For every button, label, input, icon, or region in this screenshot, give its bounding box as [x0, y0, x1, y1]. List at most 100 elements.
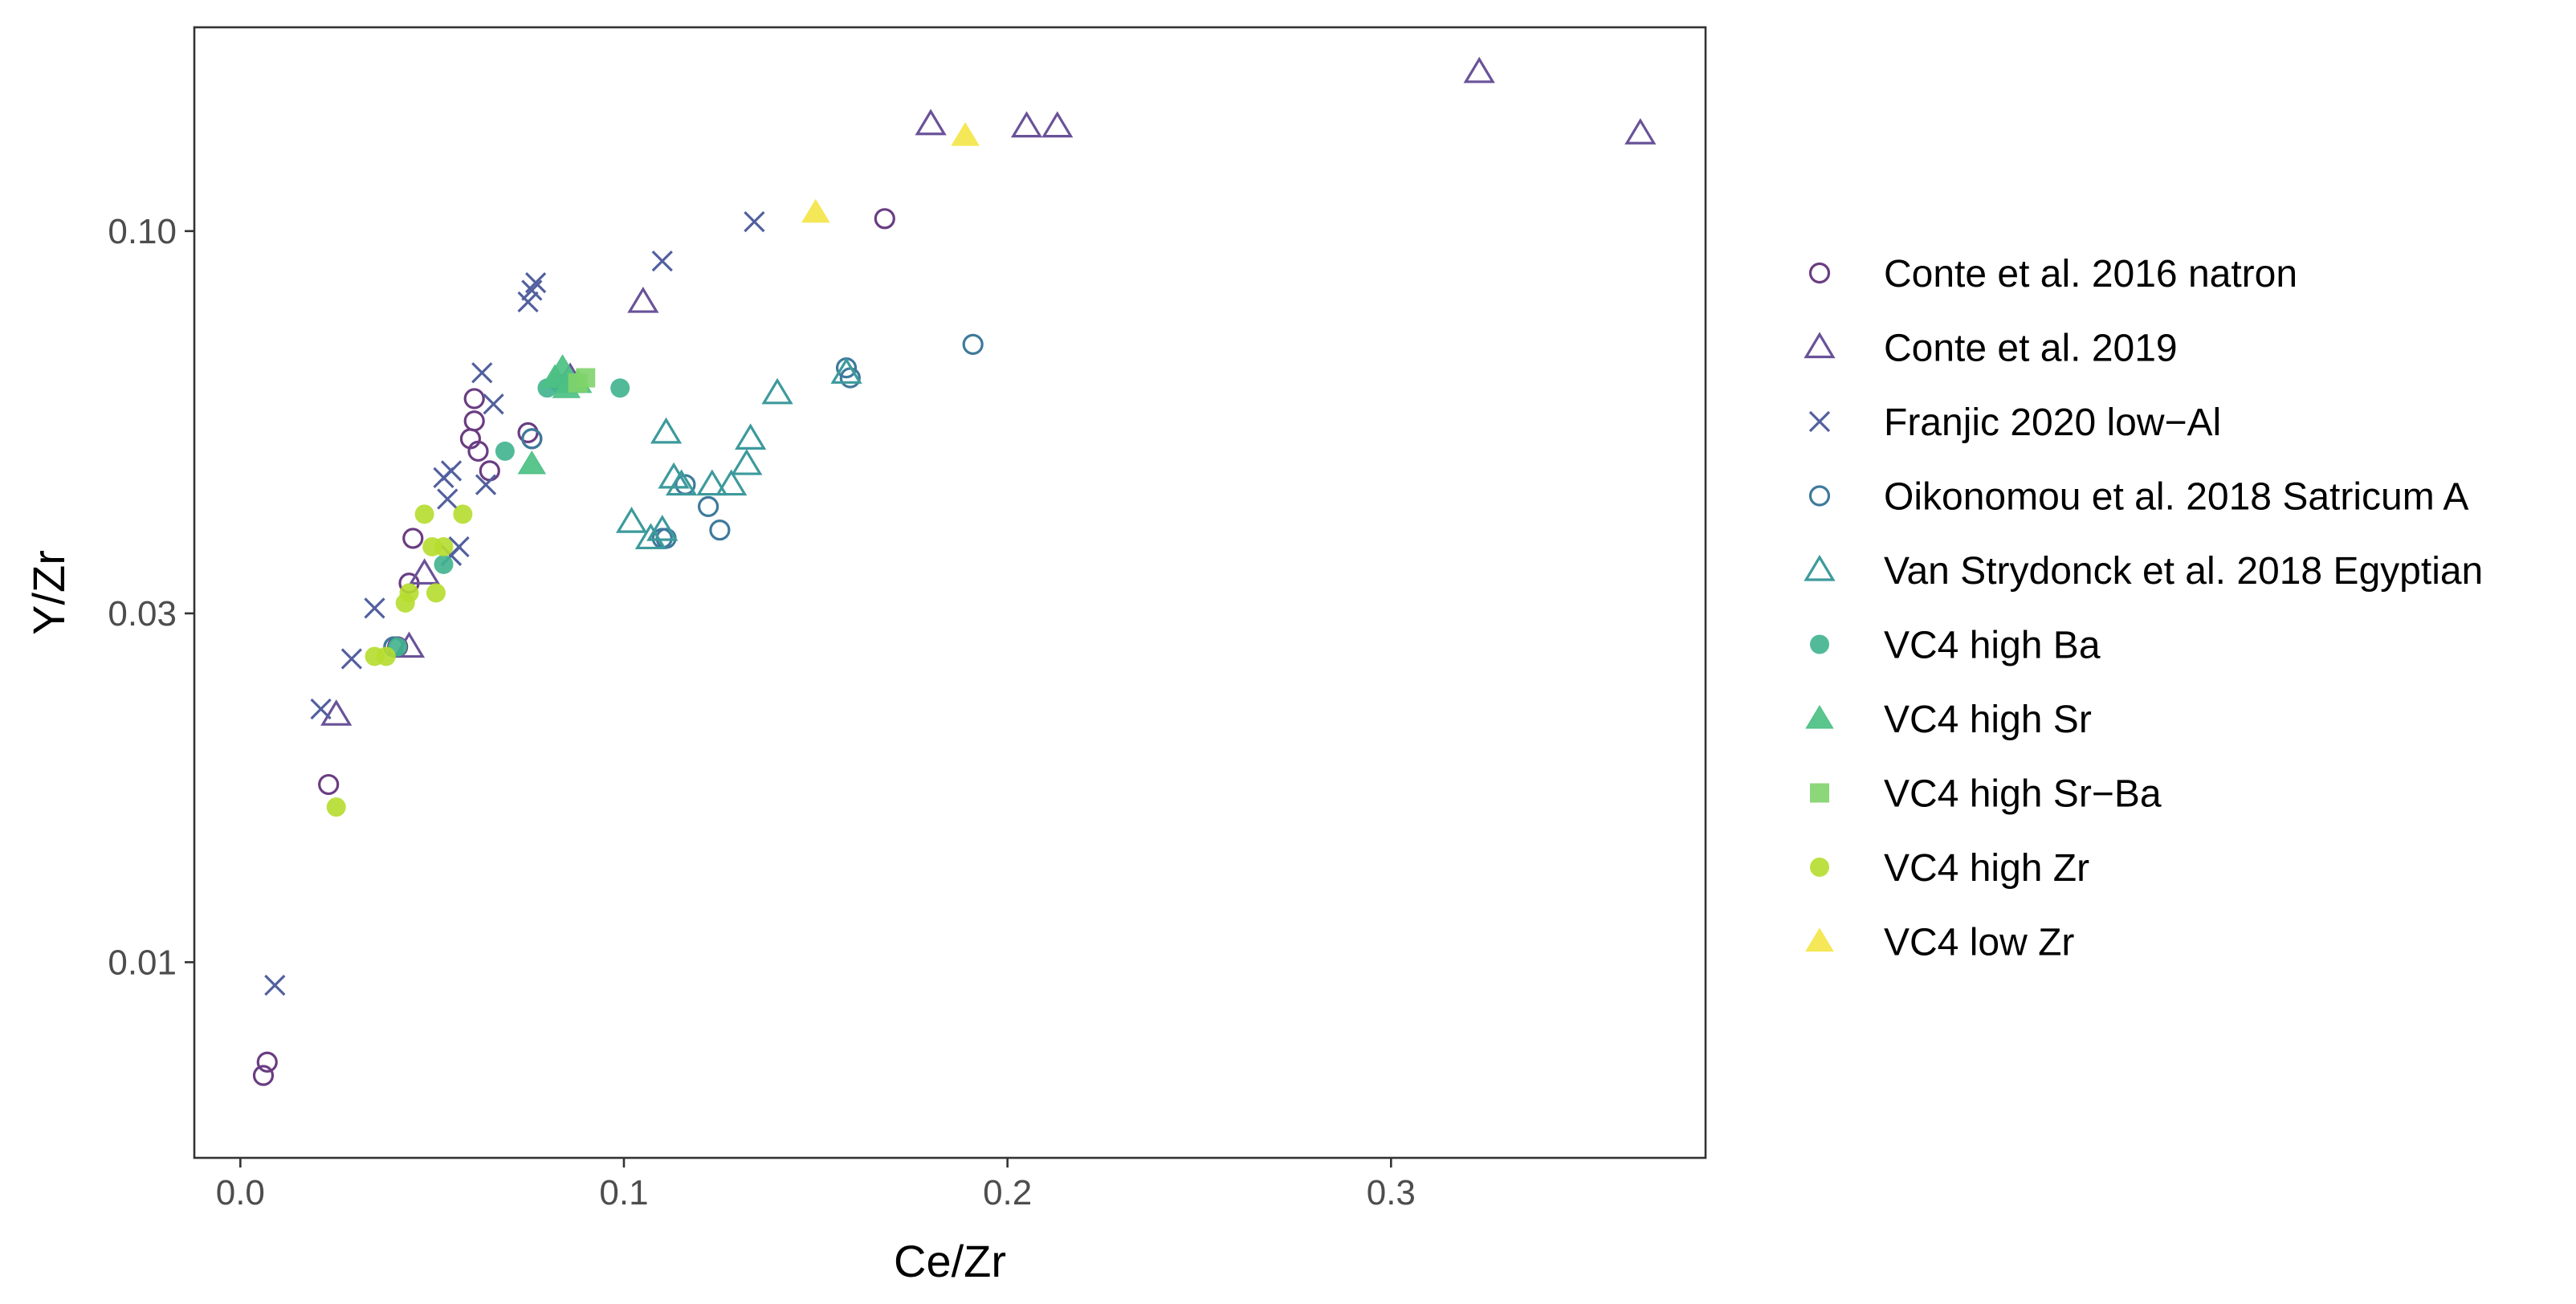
- data-point: [658, 462, 690, 489]
- legend-item: Oikonomou et al. 2018 Satricum A: [1808, 476, 2468, 519]
- legend-label: Conte et al. 2016 natron: [1884, 253, 2297, 295]
- y-axis-title: Y/Zr: [23, 550, 74, 635]
- data-point: [666, 469, 698, 496]
- data-point: [310, 698, 332, 720]
- legend-label: VC4 high Ba: [1884, 625, 2101, 667]
- data-point: [264, 974, 286, 996]
- data-point: [1624, 118, 1657, 145]
- legend-label: VC4 high Zr: [1884, 847, 2089, 890]
- series-vc4-high-sr-ba: [568, 368, 596, 393]
- data-point: [434, 554, 454, 574]
- legend-label: Van Strydonck et al. 2018 Egyptian: [1884, 550, 2483, 593]
- data-point: [475, 474, 497, 495]
- data-point: [437, 488, 459, 510]
- data-point: [634, 523, 667, 550]
- legend-item: Conte et al. 2019: [1804, 328, 2178, 370]
- data-point: [340, 648, 362, 670]
- data-point: [734, 423, 767, 450]
- legend-label: VC4 high Sr: [1884, 699, 2092, 741]
- x-tick-label: 0.1: [599, 1173, 648, 1212]
- data-point: [376, 646, 396, 666]
- data-point: [463, 410, 485, 432]
- legend: Conte et al. 2016 natron Conte et al. 201…: [1804, 253, 2483, 964]
- series-van-strydonck-et-al-2018-egyptian: [615, 357, 862, 550]
- legend-key: [1810, 783, 1829, 803]
- x-tick-label: 0.0: [216, 1173, 265, 1212]
- data-point: [256, 1051, 278, 1073]
- legend-label: Franjic 2020 low−Al: [1884, 401, 2221, 444]
- data-point: [326, 797, 346, 817]
- series-vc4-high-zr: [326, 504, 473, 817]
- y-tick-label: 0.03: [108, 594, 177, 634]
- data-point: [1463, 56, 1495, 84]
- data-point: [517, 450, 547, 475]
- series-vc4-low-zr: [801, 122, 980, 223]
- data-point: [426, 583, 446, 603]
- data-point: [651, 250, 673, 272]
- data-point: [517, 291, 539, 313]
- data-point: [364, 597, 385, 619]
- data-point: [479, 460, 500, 482]
- legend-key: [1804, 554, 1836, 581]
- data-point: [318, 773, 340, 796]
- data-point: [761, 377, 793, 405]
- data-point: [697, 495, 719, 517]
- data-point: [483, 393, 504, 415]
- data-point: [731, 448, 763, 475]
- x-tick-label: 0.2: [983, 1173, 1032, 1212]
- legend-key: [1810, 634, 1829, 654]
- data-point: [962, 333, 984, 355]
- data-point: [521, 279, 543, 301]
- legend-item: Van Strydonck et al. 2018 Egyptian: [1804, 550, 2483, 593]
- data-point: [471, 362, 493, 384]
- legend-label: VC4 high Sr−Ba: [1884, 773, 2162, 816]
- legend-item: VC4 high Sr−Ba: [1810, 773, 2162, 816]
- legend-label: Conte et al. 2019: [1884, 328, 2178, 370]
- data-point: [744, 210, 765, 233]
- legend-key: [1804, 332, 1836, 359]
- x-axis-title: Ce/Zr: [894, 1236, 1006, 1286]
- data-point: [715, 469, 748, 496]
- data-point: [1041, 111, 1074, 138]
- data-point: [801, 198, 830, 223]
- legend-label: VC4 low Zr: [1884, 922, 2074, 964]
- legend-key: [1808, 410, 1831, 433]
- data-point: [1010, 111, 1043, 138]
- legend-item: VC4 high Sr: [1805, 699, 2092, 741]
- data-point: [568, 373, 588, 393]
- legend-key: [1810, 858, 1829, 877]
- data-point: [696, 469, 728, 496]
- data-point: [615, 507, 648, 533]
- data-point: [434, 536, 454, 556]
- data-point: [433, 467, 454, 489]
- series-conte-et-al-2016-natron: [252, 208, 895, 1086]
- plot-area: [252, 56, 1657, 1086]
- data-point: [395, 593, 415, 613]
- data-point: [646, 515, 679, 541]
- data-point: [495, 441, 515, 461]
- data-point: [610, 378, 630, 398]
- x-tick-label: 0.3: [1367, 1173, 1416, 1212]
- plot-border: [193, 26, 1707, 1159]
- data-point: [463, 388, 485, 410]
- legend-item: VC4 high Zr: [1810, 847, 2089, 890]
- data-point: [830, 357, 862, 384]
- legend-item: Franjic 2020 low−Al: [1808, 401, 2221, 444]
- data-point: [453, 504, 473, 524]
- series-franjic-2020-low-al: [264, 210, 765, 996]
- legend-key: [1805, 705, 1834, 729]
- y-tick-label: 0.10: [108, 212, 177, 251]
- data-point: [951, 122, 980, 146]
- data-point: [521, 428, 543, 450]
- legend-item: Conte et al. 2016 natron: [1808, 253, 2297, 295]
- data-point: [408, 558, 441, 585]
- series-conte-et-al-2019: [320, 56, 1657, 726]
- data-point: [627, 286, 659, 313]
- data-point: [524, 271, 547, 294]
- legend-key: [1808, 262, 1831, 284]
- data-point: [252, 1065, 275, 1086]
- data-point: [414, 504, 434, 524]
- series-oikonomou-et-al-2018-satricum-a: [383, 333, 984, 658]
- legend-key: [1805, 927, 1834, 952]
